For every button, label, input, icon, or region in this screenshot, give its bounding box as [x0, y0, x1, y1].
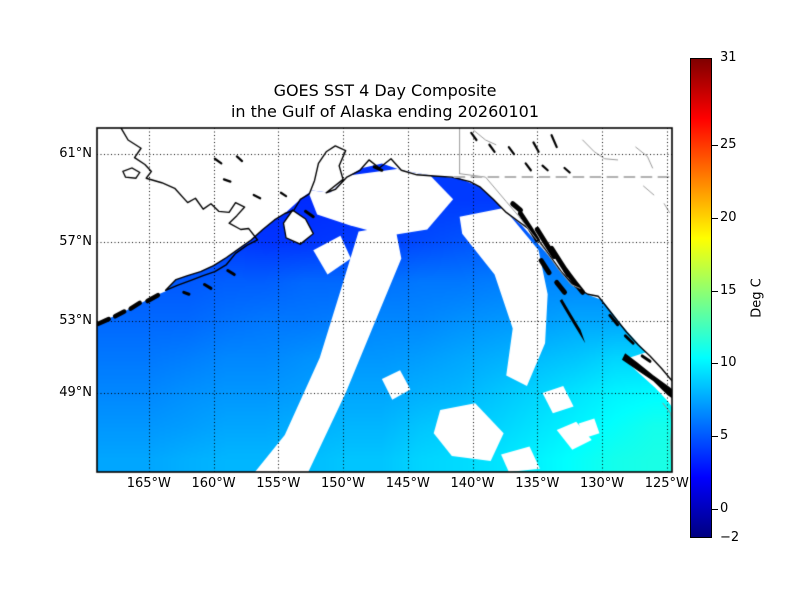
colorbar-tickmark [712, 363, 718, 364]
x-tick-label: 145°W [385, 476, 430, 491]
colorbar-tickmark [712, 436, 718, 437]
y-tick-label: 61°N [59, 146, 92, 162]
colorbar-min-label: −2 [720, 530, 740, 545]
x-tick-label: 160°W [191, 476, 236, 491]
colorbar-tick-label: 10 [720, 355, 737, 370]
y-tick-label: 49°N [59, 384, 92, 400]
colorbar-tickmark [712, 145, 718, 146]
x-tick-label: 155°W [256, 476, 301, 491]
colorbar-tick-label: 15 [720, 283, 737, 298]
x-tick-label: 135°W [515, 476, 560, 491]
colorbar-tick-label: 0 [720, 501, 729, 516]
colorbar-tick-label: 5 [720, 428, 729, 443]
colorbar-tickmark [712, 509, 718, 510]
x-tick-label: 140°W [450, 476, 495, 491]
colorbar-tickmark [712, 218, 718, 219]
colorbar-tick-label: 25 [720, 137, 737, 152]
y-tick-label: 53°N [59, 312, 92, 328]
chart-title: GOES SST 4 Day Composite in the Gulf of … [97, 80, 673, 122]
x-tick-label: 150°W [320, 476, 366, 491]
colorbar-tickmark [712, 291, 718, 292]
x-tick-label: 165°W [126, 476, 171, 491]
x-tick-label: 130°W [579, 476, 625, 491]
colorbar-max-label: 31 [720, 50, 737, 65]
y-tick-label: 57°N [59, 234, 92, 250]
colorbar-axis-label: Deg C [749, 278, 765, 318]
chart-title-line2: in the Gulf of Alaska ending 20260101 [230, 102, 540, 121]
colorbar [690, 58, 712, 538]
x-tick-label: 125°W [644, 476, 689, 491]
colorbar-tick-label: 20 [720, 210, 737, 225]
chart-title-line1: GOES SST 4 Day Composite [273, 81, 497, 100]
